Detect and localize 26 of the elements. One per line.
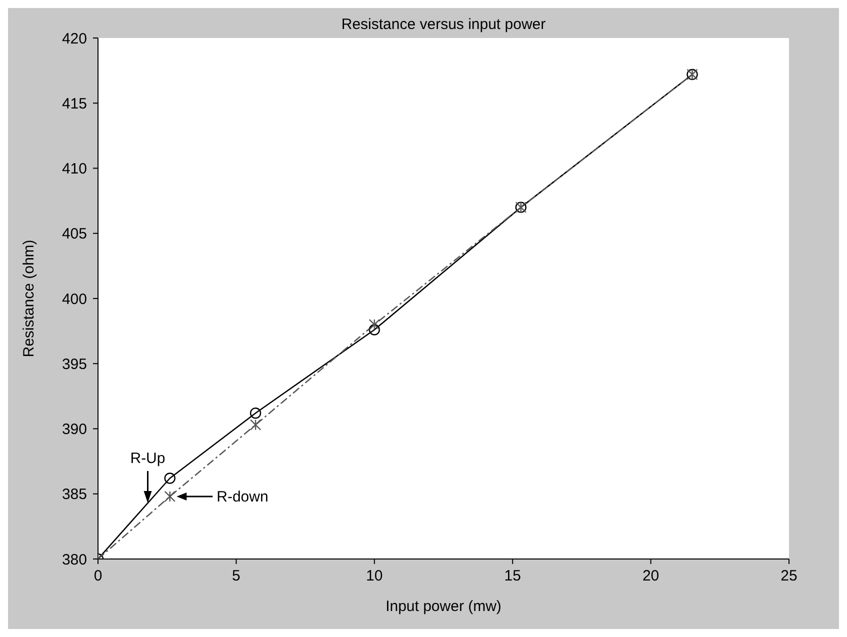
y-tick-label: 390	[62, 421, 87, 438]
point	[250, 408, 262, 419]
point	[164, 490, 176, 502]
point	[164, 472, 176, 484]
x-tick-label: 10	[366, 568, 383, 585]
y-axis-title: Resistance (ohm)	[20, 240, 38, 358]
x-tick-label: 5	[232, 568, 240, 585]
y-tick-label: 420	[62, 30, 87, 48]
annotation: R-down	[216, 488, 268, 506]
y-tick-label: 385	[62, 486, 87, 504]
y-tick-label: 400	[62, 290, 87, 308]
y-tick-label: 395	[62, 356, 87, 373]
x-tick-label: 15	[504, 568, 521, 585]
y-tick-label: 410	[62, 160, 87, 178]
point	[250, 419, 262, 430]
x-tick-label: 0	[94, 568, 102, 585]
x-tick-label: 25	[780, 568, 798, 585]
x-tick-label: 20	[642, 568, 660, 585]
point	[368, 318, 380, 330]
chart-title: Resistance versus input power	[340, 16, 547, 33]
point	[368, 324, 380, 336]
annotation: R-Up	[130, 450, 166, 467]
y-tick-label: 405	[62, 226, 87, 243]
y-tick-label: 415	[62, 95, 87, 112]
x-axis-title: Input power (mw)	[386, 598, 502, 615]
y-tick-label: 380	[62, 551, 87, 568]
